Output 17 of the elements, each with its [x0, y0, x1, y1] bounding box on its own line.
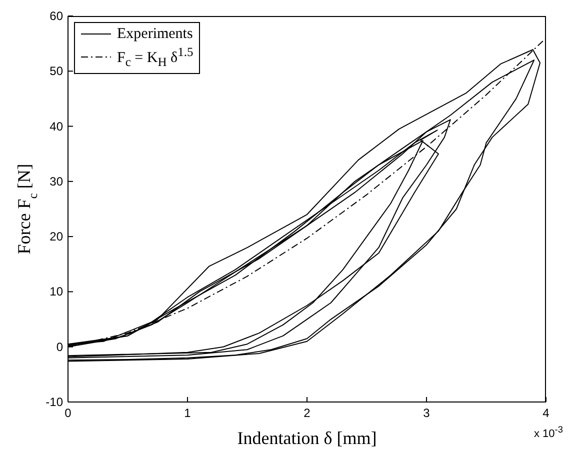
y-tick-label: 40: [50, 119, 64, 134]
x-tick-label: 1: [184, 406, 192, 420]
y-tick-label: -10: [46, 395, 64, 409]
x-tick-label: 4: [542, 406, 550, 420]
x-tick-label: 3: [423, 406, 430, 420]
x-tick-label: 2: [304, 406, 311, 420]
x-axis-title: Indentation δ [mm]: [237, 428, 377, 448]
legend-label: F$_{c}$ = K$_{H}$ δ$^{1.5}$: [117, 44, 194, 71]
y-tick-label: 0: [56, 340, 64, 354]
legend-label: Experiments: [117, 25, 193, 43]
y-tick-label: 50: [50, 64, 64, 78]
text: x 10$^{-3}$: [534, 424, 563, 440]
x-tick-label: 0: [64, 406, 72, 420]
y-tick-label: 10: [50, 284, 64, 299]
y-tick-label: 60: [50, 9, 64, 23]
y-tick-label: 20: [50, 230, 64, 244]
y-tick-label: 30: [50, 174, 64, 188]
